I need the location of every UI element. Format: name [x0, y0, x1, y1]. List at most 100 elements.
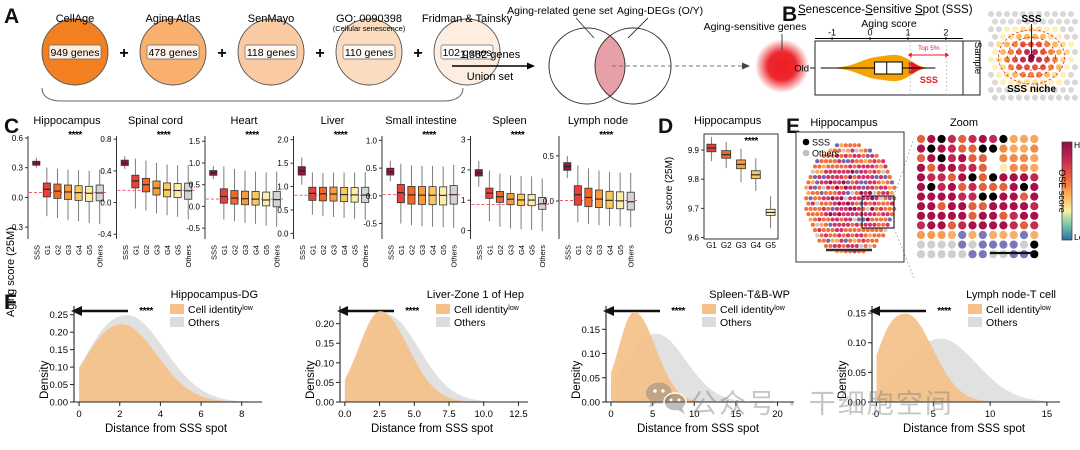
niche-spot — [1060, 71, 1066, 78]
union-count-label: 1,382 genes — [460, 49, 521, 61]
box-G4 — [517, 175, 526, 230]
zoom-spot — [1009, 211, 1018, 220]
niche-sss-label: SSS — [1021, 14, 1041, 25]
niche-spot — [1000, 49, 1006, 55]
tissue-spot — [872, 233, 877, 238]
tissue-spot — [839, 175, 844, 180]
tissue-spot — [828, 201, 833, 206]
tissue-spot — [867, 169, 873, 174]
zoom-sss-spot — [978, 144, 987, 153]
box-body — [42, 182, 51, 198]
tissue-spot — [852, 164, 857, 169]
zoom-spot — [989, 182, 998, 192]
tissue-spot — [867, 243, 873, 249]
tissue-spot — [859, 243, 864, 249]
boxplot-liver: Liver **** 0.0 0.5 1.0 1.5 2.0 SSS G1 G2 G3 G4 G5 Oth… — [277, 115, 372, 268]
tissue-spot — [843, 153, 848, 158]
panel-f: Density Hippocampus-DG Cell identitylow Oth… — [0, 284, 1080, 450]
tissue-spot — [837, 201, 842, 206]
box-G1 — [219, 166, 228, 220]
box-G4 — [428, 165, 437, 227]
tissue-spot — [883, 175, 888, 180]
box-G4 — [340, 172, 349, 218]
tissue-spot — [832, 159, 837, 164]
tissue-spot — [845, 180, 851, 185]
legend-label-others: Others — [188, 317, 220, 329]
niche-spot — [1012, 71, 1018, 78]
legend-swatch-cell-identity — [436, 304, 450, 314]
tissue-spot — [850, 222, 855, 227]
zoom-selection-box[interactable] — [861, 195, 895, 229]
niche-ring-2 — [1007, 36, 1056, 78]
plot-title: Liver — [321, 115, 345, 127]
x-tick-label: SSS — [209, 245, 218, 260]
tissue-spot — [865, 228, 870, 233]
zoom-spot — [1009, 192, 1018, 201]
tissue-spot — [823, 169, 829, 174]
niche-spot — [1028, 11, 1034, 17]
y-tick-label: 2 — [461, 166, 466, 175]
gene-set-2: Aging Atlas 478 genes — [139, 13, 207, 86]
tissue-spot — [830, 228, 835, 233]
tissue-spot — [826, 153, 831, 158]
zoom-spot — [1009, 240, 1018, 249]
tissue-spot — [841, 233, 846, 238]
tissue-spot — [834, 143, 840, 148]
aging-score-axis-title: Aging score — [861, 18, 917, 30]
niche-spot — [1016, 33, 1022, 40]
box-body — [131, 174, 140, 189]
union-arrow-head — [527, 62, 535, 70]
zoom-spot — [947, 144, 956, 153]
density-area-cell-identity — [79, 324, 248, 402]
niche-spot — [1072, 33, 1078, 40]
niche-spot — [1024, 94, 1030, 101]
niche-spot — [1008, 49, 1014, 55]
box-G3 — [329, 172, 338, 217]
zoom-spot — [927, 202, 936, 211]
zoom-spot — [1019, 221, 1029, 230]
tissue-spot — [874, 228, 879, 233]
zoom-spot — [937, 250, 946, 259]
tissue-spot — [843, 185, 848, 190]
niche-spot — [1052, 41, 1058, 48]
zoom-spot — [1019, 154, 1029, 163]
gene-set-name: Fridman & Tainsky — [422, 13, 513, 25]
y-tick-label: 0.0 — [12, 193, 24, 202]
niche-spot — [1068, 56, 1074, 63]
tissue-spot — [815, 222, 820, 227]
tissue-spot — [817, 164, 822, 169]
niche-spot — [1004, 56, 1010, 63]
tissue-spot — [808, 196, 813, 201]
zoom-spot — [978, 240, 987, 249]
tissue-spot — [885, 222, 890, 227]
tissue-spot — [843, 143, 848, 148]
x-tick-label: G4 — [252, 245, 261, 255]
density-y-tick-label: 0.20 — [316, 319, 335, 330]
tissue-spot — [828, 222, 833, 227]
niche-spot — [1004, 87, 1010, 93]
tissue-spot — [861, 153, 866, 158]
tissue-spot — [861, 175, 866, 180]
tissue-spot — [812, 228, 818, 233]
box-body — [262, 191, 271, 207]
box-G1 — [131, 158, 140, 209]
tissue-spot — [850, 159, 855, 164]
box-body — [251, 191, 260, 206]
density-xlabel: Distance from SSS spot — [371, 423, 494, 435]
niche-spot — [1048, 79, 1054, 86]
zoom-sss-spot — [999, 134, 1008, 144]
niche-spot — [1032, 64, 1038, 71]
x-tick-label: G3 — [418, 245, 427, 255]
niche-spot — [1008, 79, 1014, 86]
zoom-spot — [989, 211, 998, 220]
y-tick-label: 0.3 — [12, 164, 24, 173]
legend-label-cell-identity: Cell identitylow — [188, 304, 254, 316]
tissue-spot — [848, 185, 853, 190]
box-G2 — [230, 169, 239, 222]
tissue-spot — [845, 148, 851, 153]
zoom-sss-spot — [927, 182, 936, 192]
box-G5 — [439, 166, 448, 228]
tissue-spot — [812, 175, 818, 180]
y-tick-label: 0.0 — [543, 197, 555, 206]
tissue-spot — [865, 238, 870, 243]
